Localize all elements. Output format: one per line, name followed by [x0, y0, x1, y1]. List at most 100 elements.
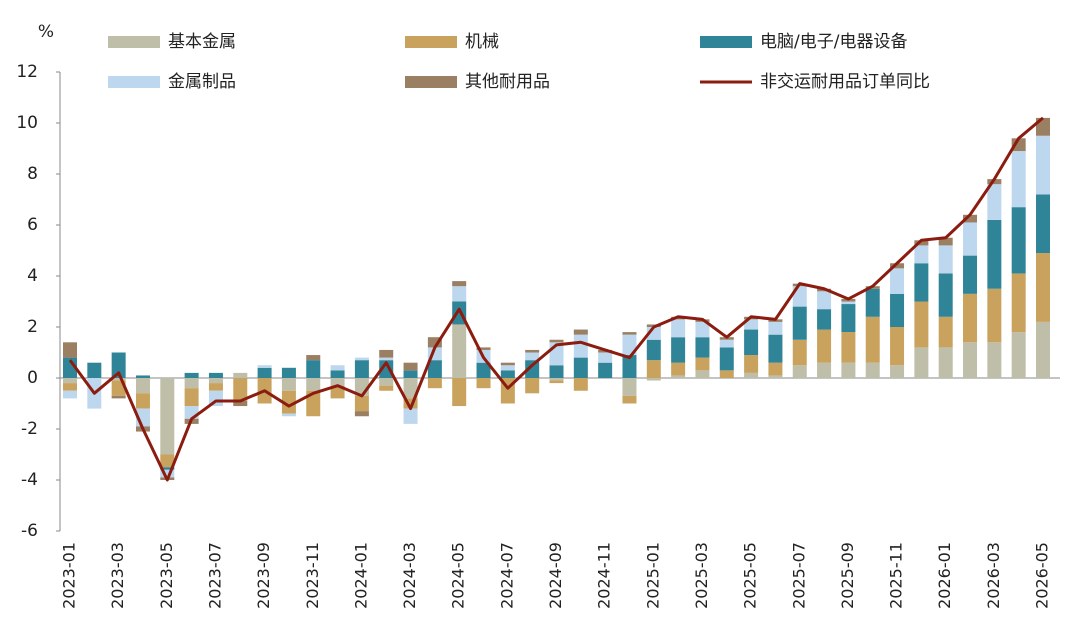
- bar-segment: [768, 321, 783, 335]
- bar-segment: [792, 339, 807, 366]
- bar-segment: [841, 362, 856, 378]
- bar-segment: [549, 380, 564, 384]
- bar-segment: [963, 222, 978, 256]
- y-tick-label: 6: [27, 215, 38, 235]
- bar-segment: [403, 398, 418, 409]
- bar-segment: [330, 370, 345, 378]
- bar-segment: [281, 367, 296, 378]
- bar-segment: [671, 319, 686, 338]
- bar-segment: [744, 319, 759, 330]
- bar-segment: [890, 263, 905, 269]
- bar-segment: [646, 378, 661, 381]
- x-tick-label: 2024-09: [546, 542, 565, 609]
- bar-segment: [476, 347, 491, 350]
- bar-segment: [379, 378, 394, 386]
- bar-segment: [1011, 151, 1026, 208]
- bar-segment: [744, 372, 759, 378]
- bar-segment: [184, 372, 199, 378]
- bar-segment: [306, 355, 321, 361]
- bar-segment: [354, 360, 369, 378]
- legend-swatch: [405, 36, 457, 48]
- bar-segment: [403, 378, 418, 399]
- bar-segment: [379, 385, 394, 391]
- bar-segment: [476, 362, 491, 378]
- bar-segment: [841, 332, 856, 363]
- bar-segment: [573, 329, 588, 335]
- legend-label: 非交运耐用品订单同比: [760, 72, 930, 92]
- bar-segment: [792, 365, 807, 378]
- x-tick-label: 2025-07: [789, 542, 808, 609]
- bar-segment: [744, 355, 759, 373]
- bar-segment: [549, 339, 564, 343]
- bar-segment: [63, 383, 77, 391]
- x-tick-label: 2023-11: [303, 542, 322, 609]
- x-tick-label: 2023-05: [157, 542, 176, 609]
- bar-segment: [427, 360, 442, 378]
- legend-label: 电脑/电子/电器设备: [760, 32, 907, 52]
- y-tick-label: -4: [21, 470, 38, 490]
- bar-segment: [1036, 253, 1050, 322]
- bar-segment: [500, 370, 515, 378]
- x-tick-label: 2025-01: [643, 542, 662, 609]
- x-tick-label: 2024-11: [595, 542, 614, 609]
- bar-segment: [938, 316, 953, 348]
- bar-segment: [792, 306, 807, 340]
- bar-segment: [841, 301, 856, 305]
- bar-segment: [257, 367, 272, 378]
- bar-segment: [938, 245, 953, 274]
- bar-segment: [719, 370, 734, 378]
- bar-segment: [890, 327, 905, 366]
- bar-segment: [719, 347, 734, 371]
- bar-segment: [914, 347, 929, 378]
- bar-segment: [160, 469, 175, 478]
- y-tick-label: 2: [27, 317, 38, 337]
- bar-segment: [768, 334, 783, 363]
- bar-segment: [963, 214, 978, 223]
- bar-segment: [452, 324, 467, 378]
- bar-segment: [573, 357, 588, 378]
- x-tick-label: 2025-05: [741, 542, 760, 609]
- bar-segment: [817, 362, 832, 378]
- legend-swatch: [405, 76, 457, 88]
- bar-segment: [476, 378, 491, 389]
- bar-segment: [817, 329, 832, 363]
- x-tick-label: 2023-01: [60, 542, 79, 609]
- bar-segment: [525, 349, 540, 353]
- bar-segment: [281, 390, 296, 414]
- bar-segment: [135, 375, 150, 378]
- bar-segment: [208, 378, 223, 384]
- bar-segment: [890, 268, 905, 294]
- x-tick-label: 2025-03: [692, 542, 711, 609]
- bar-segment: [281, 413, 296, 417]
- bar-segment: [281, 378, 296, 391]
- bar-segment: [914, 245, 929, 264]
- bar-segment: [63, 378, 77, 384]
- bar-segment: [160, 454, 175, 468]
- bar-segment: [233, 378, 248, 401]
- bar-segment: [695, 357, 710, 371]
- bar-segment: [768, 375, 783, 378]
- bar-segment: [403, 370, 418, 378]
- x-tick-label: 2026-01: [935, 542, 954, 609]
- y-tick-label: -2: [21, 419, 38, 439]
- legend-swatch: [108, 36, 160, 48]
- bar-segment: [1011, 273, 1026, 333]
- y-tick-label: 10: [16, 113, 38, 133]
- bar-segment: [622, 332, 637, 335]
- legend-label: 基本金属: [168, 32, 236, 52]
- bar-segment: [330, 365, 345, 371]
- bar-segment: [160, 467, 175, 470]
- bar-segment: [646, 360, 661, 378]
- bar-segment: [646, 339, 661, 361]
- bar-segment: [63, 342, 77, 358]
- bar-segment: [208, 383, 223, 391]
- bar-segment: [306, 378, 321, 391]
- bar-segment: [573, 334, 588, 358]
- bar-segment: [598, 362, 613, 378]
- bar-segment: [525, 360, 540, 378]
- x-tick-label: 2026-05: [1033, 542, 1052, 609]
- legend-swatch: [108, 76, 160, 88]
- x-tick-label: 2024-03: [400, 542, 419, 609]
- bar-segment: [719, 339, 734, 348]
